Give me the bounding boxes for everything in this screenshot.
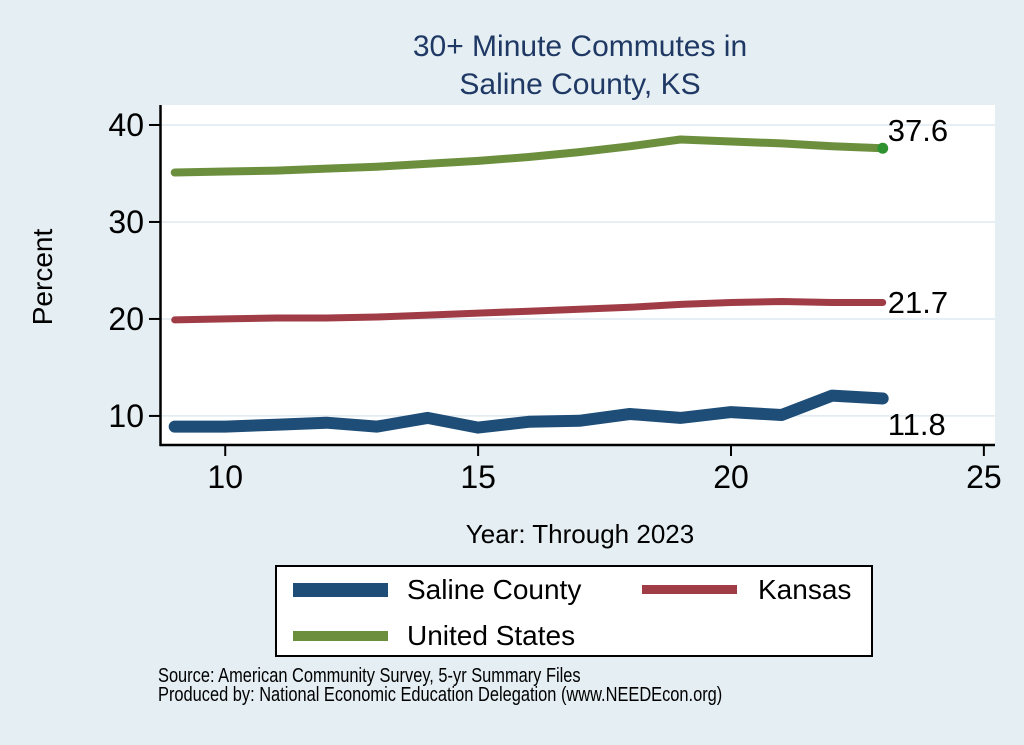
series-kansas-end-label: 21.7 (888, 285, 948, 320)
x-axis-note: Year: Through 2023 (465, 519, 695, 549)
legend-swatch-united-states (293, 631, 388, 641)
series-saline-county-end-label: 11.8 (888, 407, 946, 442)
series-united-states-line (170, 135, 887, 177)
chart-title: 30+ Minute Commutes in Saline County, KS (165, 28, 995, 104)
legend-swatch-saline-county (293, 583, 388, 597)
legend-label-kansas: Kansas (758, 574, 852, 605)
y-tick-label: 20 (108, 301, 144, 337)
series-saline-county-line (168, 389, 889, 434)
produced-by-line: Produced by: National Economic Education… (158, 684, 723, 706)
y-tick-label: 10 (108, 398, 144, 434)
x-tick-label: 20 (713, 459, 749, 495)
x-tick-label: 25 (966, 459, 1002, 495)
legend-label-united-states: United States (407, 620, 576, 651)
y-axis-title: Percent (27, 228, 58, 326)
chart-title-line1: 30+ Minute Commutes in (412, 30, 748, 63)
plot-area (161, 105, 995, 446)
x-tick-label: 10 (207, 459, 243, 495)
y-tick-label: 30 (108, 204, 144, 240)
legend-label-saline-county: Saline County (407, 574, 582, 605)
y-tick-label: 40 (108, 107, 144, 143)
series-kansas-line (171, 298, 887, 324)
x-tick-label: 15 (460, 459, 496, 495)
chart-title-line2: Saline County, KS (459, 68, 701, 101)
source-line: Source: American Community Survey, 5-yr … (158, 665, 581, 687)
series-united-states-end-label: 37.6 (888, 113, 948, 148)
source-attribution: Source: American Community Survey, 5-yr … (158, 665, 723, 706)
legend: Saline County Kansas United States (275, 565, 873, 657)
series-united-states-end-dot (877, 142, 889, 154)
legend-swatch-kansas (642, 585, 737, 594)
